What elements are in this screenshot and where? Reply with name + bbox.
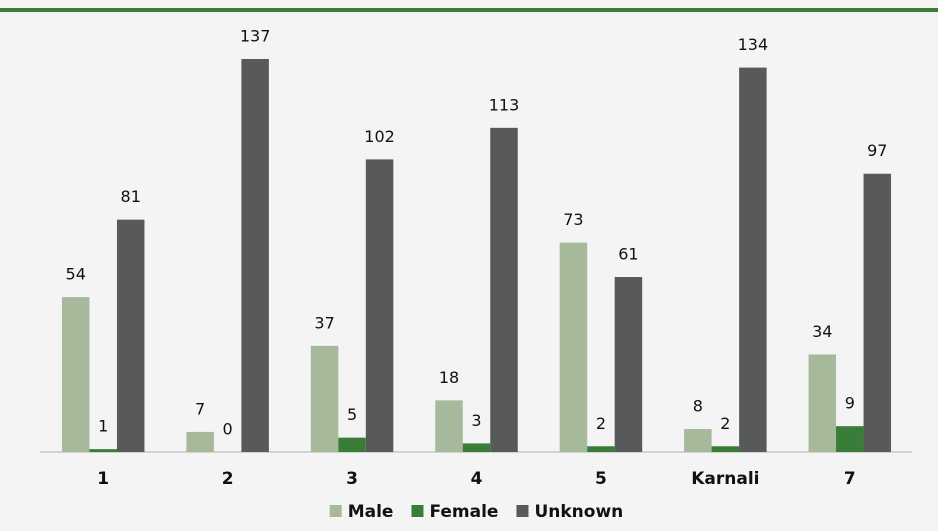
x-tick-label: Karnali [691, 469, 759, 489]
x-tick-label: 3 [346, 469, 358, 489]
data-label: 7 [195, 399, 205, 418]
legend-label: Unknown [534, 502, 623, 522]
data-label: 134 [738, 35, 769, 54]
bar [338, 437, 366, 452]
bar [61, 297, 90, 452]
bar [808, 354, 837, 452]
bar [462, 443, 491, 452]
x-tick-label: 4 [471, 469, 483, 489]
bar [89, 449, 117, 452]
bar [241, 59, 269, 452]
legend-label: Female [429, 502, 498, 522]
data-label: 81 [121, 187, 141, 206]
bar [684, 429, 712, 452]
data-label: 34 [812, 322, 832, 341]
bar [310, 345, 339, 452]
legend-swatch [516, 505, 529, 517]
data-label: 3 [471, 411, 481, 430]
bar [836, 426, 864, 452]
bar [435, 400, 463, 452]
data-label: 2 [596, 414, 606, 433]
legend-swatch [411, 505, 424, 517]
data-label: 8 [693, 397, 703, 416]
bar [587, 446, 615, 452]
data-label: 0 [223, 420, 233, 439]
bar [186, 431, 214, 452]
bar [365, 159, 394, 452]
data-label: 5 [347, 405, 357, 424]
data-label: 18 [439, 368, 459, 387]
data-label: 61 [618, 245, 638, 264]
data-label: 97 [867, 141, 887, 160]
data-label: 113 [489, 95, 520, 114]
data-label: 54 [66, 265, 86, 284]
x-tick-label: 5 [595, 469, 607, 489]
x-tick-label: 2 [222, 469, 234, 489]
data-label: 137 [240, 27, 271, 46]
data-label: 73 [563, 210, 583, 229]
bar [559, 242, 588, 452]
bar [863, 173, 892, 453]
data-label: 1 [98, 417, 108, 436]
legend-swatch [329, 505, 342, 517]
data-label: 37 [314, 313, 334, 332]
data-label: 9 [845, 394, 855, 413]
legend-label: Male [348, 502, 394, 522]
bar [711, 446, 740, 452]
bar [614, 277, 643, 452]
x-tick-label: 1 [97, 469, 109, 489]
bar [116, 219, 145, 452]
data-label: 102 [364, 127, 395, 146]
bar [490, 127, 518, 453]
data-label: 2 [720, 414, 730, 433]
bar [739, 67, 767, 453]
top-rule [0, 8, 938, 12]
x-tick-label: 7 [844, 469, 856, 489]
